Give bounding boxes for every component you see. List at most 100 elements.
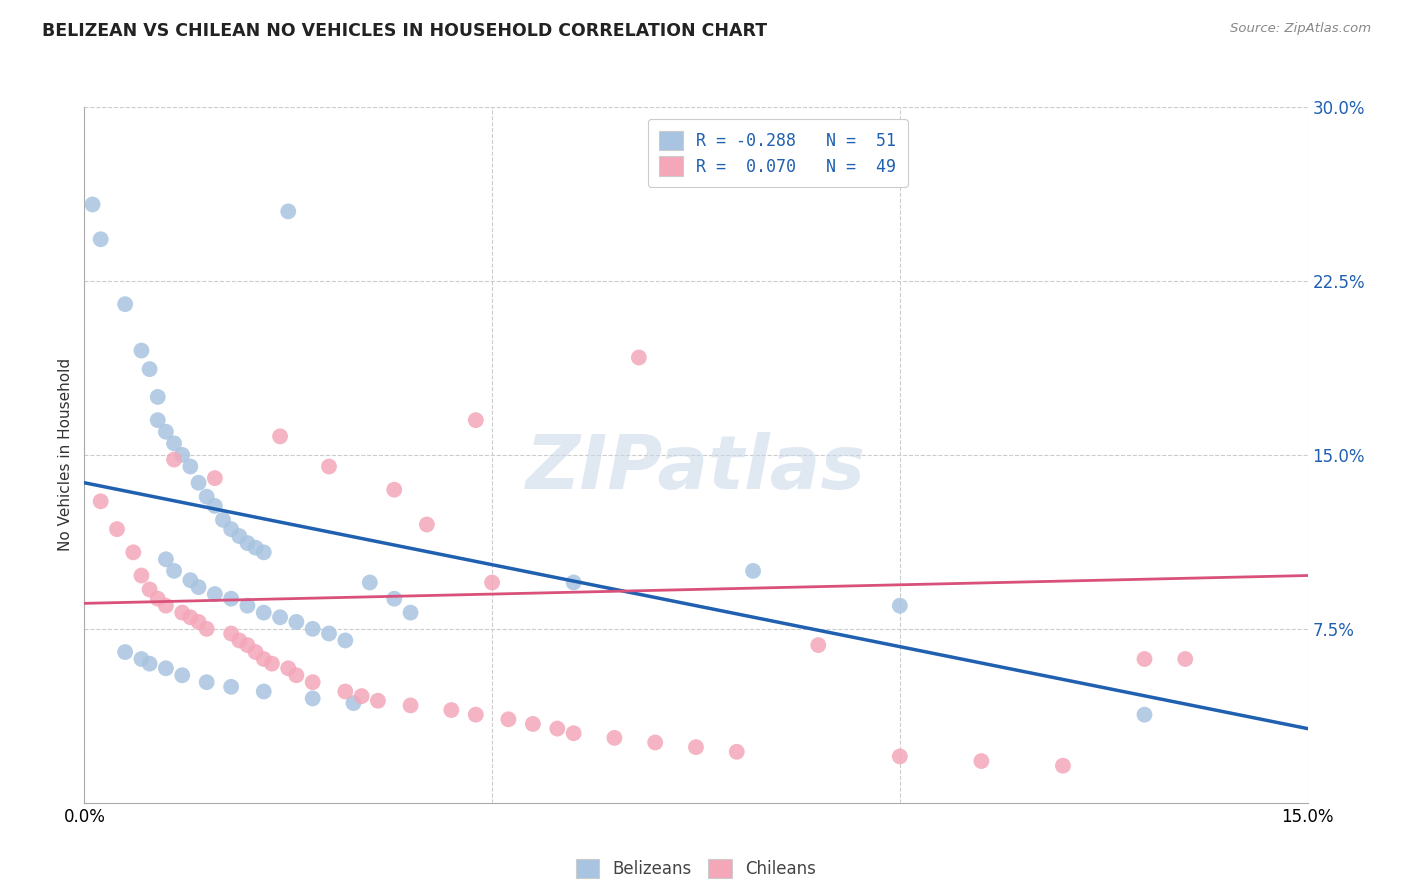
Point	[318, 459, 340, 474]
Point	[359, 575, 381, 590]
Point	[807, 638, 830, 652]
Point	[179, 459, 201, 474]
Point	[172, 668, 194, 682]
Point	[253, 684, 276, 698]
Point	[179, 573, 201, 587]
Point	[219, 680, 242, 694]
Point	[481, 575, 503, 590]
Point	[228, 529, 250, 543]
Point	[187, 580, 209, 594]
Point	[335, 633, 357, 648]
Point	[212, 513, 235, 527]
Point	[685, 740, 707, 755]
Point	[90, 494, 112, 508]
Point	[603, 731, 626, 745]
Point	[172, 606, 194, 620]
Point	[219, 591, 242, 606]
Point	[399, 606, 422, 620]
Point	[122, 545, 145, 559]
Point	[138, 582, 160, 597]
Point	[277, 661, 299, 675]
Point	[236, 599, 259, 613]
Point	[350, 689, 373, 703]
Point	[163, 564, 186, 578]
Point	[163, 452, 186, 467]
Point	[285, 615, 308, 629]
Point	[644, 735, 666, 749]
Point	[498, 712, 520, 726]
Point	[253, 606, 276, 620]
Point	[195, 675, 218, 690]
Point	[889, 749, 911, 764]
Point	[172, 448, 194, 462]
Point	[464, 413, 486, 427]
Point	[82, 197, 104, 211]
Point	[219, 522, 242, 536]
Point	[163, 436, 186, 450]
Point	[382, 591, 405, 606]
Point	[269, 429, 291, 443]
Point	[260, 657, 283, 671]
Legend: Belizeans, Chileans: Belizeans, Chileans	[569, 853, 823, 885]
Point	[562, 575, 585, 590]
Point	[236, 638, 259, 652]
Point	[546, 722, 568, 736]
Point	[195, 622, 218, 636]
Point	[179, 610, 201, 624]
Point	[1133, 707, 1156, 722]
Point	[245, 645, 267, 659]
Point	[970, 754, 993, 768]
Point	[114, 645, 136, 659]
Point	[253, 545, 276, 559]
Point	[155, 599, 177, 613]
Point	[1133, 652, 1156, 666]
Point	[204, 499, 226, 513]
Point	[1052, 758, 1074, 772]
Point	[138, 657, 160, 671]
Point	[195, 490, 218, 504]
Point	[131, 343, 153, 358]
Point	[399, 698, 422, 713]
Point	[187, 475, 209, 490]
Point	[367, 694, 389, 708]
Point	[269, 610, 291, 624]
Point	[382, 483, 405, 497]
Point	[318, 626, 340, 640]
Point	[1174, 652, 1197, 666]
Point	[889, 599, 911, 613]
Point	[342, 696, 364, 710]
Point	[105, 522, 128, 536]
Point	[522, 717, 544, 731]
Point	[562, 726, 585, 740]
Point	[155, 425, 177, 439]
Point	[219, 626, 242, 640]
Text: ZIPatlas: ZIPatlas	[526, 433, 866, 506]
Y-axis label: No Vehicles in Household: No Vehicles in Household	[58, 359, 73, 551]
Point	[155, 661, 177, 675]
Point	[253, 652, 276, 666]
Point	[301, 675, 323, 690]
Point	[742, 564, 765, 578]
Point	[146, 390, 169, 404]
Point	[627, 351, 650, 365]
Point	[285, 668, 308, 682]
Point	[725, 745, 748, 759]
Point	[187, 615, 209, 629]
Point	[245, 541, 267, 555]
Point	[131, 568, 153, 582]
Point	[204, 587, 226, 601]
Point	[131, 652, 153, 666]
Point	[204, 471, 226, 485]
Point	[228, 633, 250, 648]
Point	[335, 684, 357, 698]
Point	[138, 362, 160, 376]
Point	[146, 591, 169, 606]
Point	[277, 204, 299, 219]
Point	[440, 703, 463, 717]
Point	[114, 297, 136, 311]
Point	[464, 707, 486, 722]
Point	[236, 536, 259, 550]
Point	[301, 622, 323, 636]
Point	[416, 517, 439, 532]
Point	[301, 691, 323, 706]
